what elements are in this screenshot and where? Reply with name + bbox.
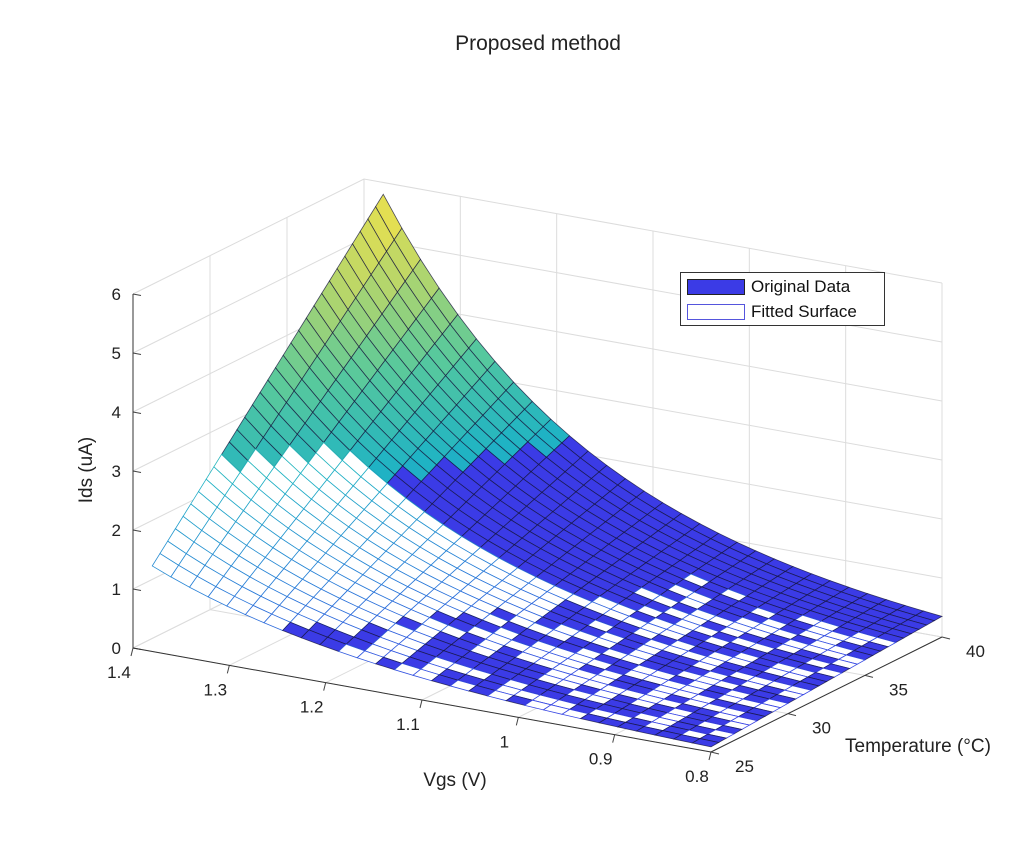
x-tick-label-4: 1 — [500, 732, 509, 751]
x-tick-label-6: 0.8 — [685, 767, 709, 786]
legend-entry-original: Original Data — [687, 276, 850, 298]
z-tick-label-6: 6 — [112, 285, 121, 304]
legend-swatch-fitted — [687, 304, 745, 320]
x-tick-mark-2 — [323, 682, 327, 691]
y-tick-mark-1 — [787, 713, 797, 717]
z-tick-mark-2 — [132, 529, 142, 532]
y-tick-label-3: 40 — [966, 642, 985, 661]
y-tick-label-1: 30 — [812, 719, 831, 738]
y-tick-mark-2 — [864, 674, 874, 678]
z-tick-mark-6 — [132, 293, 142, 296]
y-tick-mark-3 — [941, 636, 951, 640]
legend: Original Data Fitted Surface — [680, 272, 885, 326]
legend-entry-fitted: Fitted Surface — [687, 301, 857, 323]
x-tick-label-0: 1.4 — [107, 663, 131, 682]
x-tick-label-3: 1.1 — [396, 715, 420, 734]
y-axis-line — [710, 636, 943, 753]
y-tick-label-0: 25 — [735, 757, 754, 776]
x-tick-mark-1 — [226, 665, 230, 674]
x-tick-mark-6 — [708, 751, 712, 761]
y-tick-label-2: 35 — [889, 680, 908, 699]
z-tick-mark-1 — [132, 588, 142, 591]
x-tick-mark-5 — [612, 734, 616, 743]
x-tick-label-2: 1.2 — [300, 698, 324, 717]
z-tick-label-3: 3 — [112, 462, 121, 481]
z-tick-label-5: 5 — [112, 344, 121, 363]
x-tick-mark-3 — [419, 699, 423, 709]
z-tick-mark-4 — [132, 411, 142, 414]
surface-cell-29-0 — [691, 738, 720, 748]
y-tick-mark-0 — [710, 751, 720, 755]
x-tick-label-5: 0.9 — [589, 750, 613, 769]
x-axis-label: Vgs (V) — [423, 770, 486, 791]
x-axis-line — [132, 647, 712, 753]
x-tick-mark-0 — [130, 647, 134, 657]
z-tick-mark-5 — [132, 352, 142, 355]
x-tick-label-1: 1.3 — [204, 680, 228, 699]
legend-label-fitted: Fitted Surface — [751, 302, 857, 321]
z-tick-label-2: 2 — [112, 521, 121, 540]
legend-swatch-original — [687, 279, 745, 295]
x-tick-mark-4 — [515, 717, 519, 726]
z-tick-label-4: 4 — [112, 403, 121, 422]
z-axis-label: Ids (uA) — [76, 437, 97, 504]
y-axis-label: Temperature (°C) — [845, 736, 991, 757]
legend-label-original: Original Data — [751, 277, 851, 296]
z-tick-label-0: 0 — [112, 639, 121, 658]
z-tick-mark-3 — [132, 470, 142, 473]
chart-title: Proposed method — [455, 32, 621, 55]
z-tick-label-1: 1 — [112, 580, 121, 599]
